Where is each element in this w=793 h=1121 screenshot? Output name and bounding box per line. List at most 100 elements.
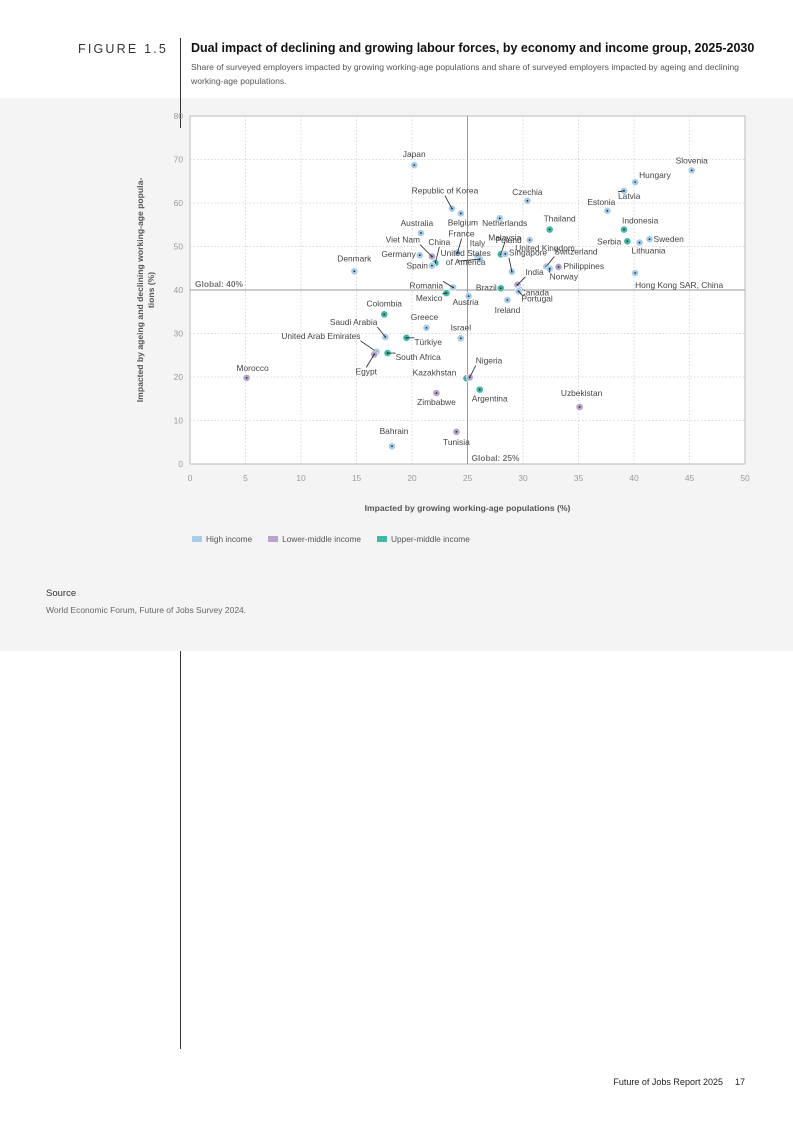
- point-core-belgium: [459, 212, 462, 215]
- point-core-greece: [425, 326, 428, 329]
- chart-legend: High income Lower-middle income Upper-mi…: [192, 534, 470, 544]
- point-core-slovenia: [690, 169, 693, 172]
- chart-panel: 0 5 10 15 20 25 30 35 40 45 50 0 10 20 30 40 50 60 70 80 Glo…: [0, 98, 793, 651]
- label-argentina: Argentina: [472, 394, 508, 404]
- point-core-hungary: [634, 181, 637, 184]
- y-tick-label: 50: [174, 242, 184, 252]
- leader-romania: [442, 281, 454, 288]
- leader-switzerland: [545, 256, 555, 267]
- leader-nigeria: [469, 365, 477, 378]
- leader-india: [517, 276, 526, 286]
- label-united-arab-emirates: United Arab Emirates: [281, 331, 360, 341]
- x-tick-label: 40: [629, 473, 639, 483]
- point-core-hong-kong-sar-china: [634, 272, 637, 274]
- x-tick-label: 20: [407, 473, 417, 483]
- label-ireland: Ireland: [495, 305, 521, 315]
- label-morocco: Morocco: [237, 363, 269, 373]
- source-heading: Source: [46, 588, 77, 599]
- x-tick-label: 10: [296, 473, 306, 483]
- label-brazil: Brazil: [476, 282, 497, 292]
- label-tunisia: Tunisia: [443, 437, 470, 447]
- y-tick-label: 30: [174, 329, 184, 339]
- point-core-indonesia: [623, 228, 625, 231]
- figure-subtitle: Share of surveyed employers impacted by …: [191, 62, 739, 86]
- label-belgium: Belgium: [448, 217, 478, 227]
- point-core-philippines: [557, 266, 560, 268]
- y-tick-label: 10: [174, 416, 184, 426]
- leader-viet-nam: [419, 244, 433, 257]
- leader-france: [457, 238, 462, 253]
- label-united-states-of-america: United States of America: [441, 248, 491, 267]
- label-spain: Spain: [407, 261, 429, 271]
- point-core-czechia: [526, 199, 529, 202]
- label-australia: Australia: [401, 218, 434, 228]
- leader-latvia: [617, 190, 625, 193]
- label-slovenia: Slovenia: [676, 155, 708, 165]
- point-core-australia: [419, 232, 422, 234]
- label-greece: Greece: [411, 312, 439, 322]
- legend-label-upper: Upper-middle income: [390, 534, 470, 544]
- point-core-uzbekistan: [578, 406, 581, 408]
- y-tick-label: 20: [174, 372, 184, 382]
- label-italy: Italy: [470, 238, 486, 248]
- label-serbia: Serbia: [597, 236, 622, 246]
- point-core-poland: [528, 239, 531, 241]
- y-axis-title: Impacted by ageing and declining working…: [135, 178, 156, 403]
- point-core-united-kingdom: [504, 252, 507, 255]
- label-czechia: Czechia: [512, 187, 543, 197]
- legend-upper-middle-income: Upper-middle income: [376, 534, 470, 544]
- point-core-colombia: [383, 313, 386, 316]
- leader-mexico: [442, 292, 447, 295]
- label-austria: Austria: [453, 297, 479, 307]
- global-y-reference-label: Global: 40%: [195, 279, 243, 289]
- point-core-morocco: [245, 376, 248, 379]
- label-china: China: [428, 237, 450, 247]
- y-tick-label: 40: [174, 285, 184, 295]
- leader-united-states-of-america: [457, 258, 480, 262]
- legend-high-income: High income: [192, 534, 252, 544]
- figure-divider-panel: [180, 98, 181, 128]
- leader-united-arab-emirates: [360, 340, 377, 353]
- x-tick-label: 50: [740, 473, 750, 483]
- legend-label-high: High income: [206, 534, 253, 544]
- label-lithuania: Lithuania: [632, 246, 666, 256]
- source-text: World Economic Forum, Future of Jobs Sur…: [46, 605, 247, 615]
- label-malaysia: Malaysia: [488, 232, 521, 242]
- label-indonesia: Indonesia: [622, 216, 659, 226]
- label-singapore: Singapore: [509, 248, 548, 258]
- x-tick-label: 0: [188, 473, 193, 483]
- leader-malaysia: [500, 242, 506, 255]
- page-number: 17: [734, 1077, 745, 1087]
- label-egypt: Egypt: [356, 366, 378, 376]
- leader-singapore: [508, 257, 513, 272]
- legend-swatch-lower: [268, 536, 279, 542]
- label-portugal: Portugal: [522, 293, 553, 303]
- point-core-serbia: [626, 240, 629, 243]
- global-x-reference-label: Global: 25%: [472, 453, 520, 463]
- label-republic-of-korea: Republic of Korea: [412, 186, 479, 196]
- label-denmark: Denmark: [337, 253, 372, 263]
- figure-title: Dual impact of declining and growing lab…: [191, 41, 755, 55]
- label-france: France: [448, 229, 474, 239]
- point-core-estonia: [606, 209, 609, 212]
- legend-swatch-high: [192, 536, 202, 542]
- label-saudi-arabia: Saudi Arabia: [330, 317, 378, 327]
- label-norway: Norway: [550, 272, 579, 282]
- x-tick-label: 15: [352, 473, 362, 483]
- point-core-spain: [431, 264, 433, 267]
- label-bahrain: Bahrain: [380, 426, 409, 436]
- x-tick-label: 25: [463, 473, 473, 483]
- point-core-israel: [459, 337, 462, 340]
- label-sweden: Sweden: [654, 234, 685, 244]
- point-core-bahrain: [391, 445, 393, 448]
- point-core-japan: [413, 164, 416, 167]
- point-core-austria: [467, 295, 470, 297]
- point-core-ireland: [506, 299, 509, 301]
- figure-divider-bottom: [180, 651, 181, 1049]
- x-tick-label: 45: [685, 473, 695, 483]
- label-japan: Japan: [403, 149, 426, 159]
- label-germany: Germany: [381, 249, 416, 259]
- label-united-kingdom: United Kingdom: [515, 243, 575, 253]
- point-core-germany: [418, 254, 421, 257]
- legend-lower-middle-income: Lower-middle income: [268, 534, 361, 544]
